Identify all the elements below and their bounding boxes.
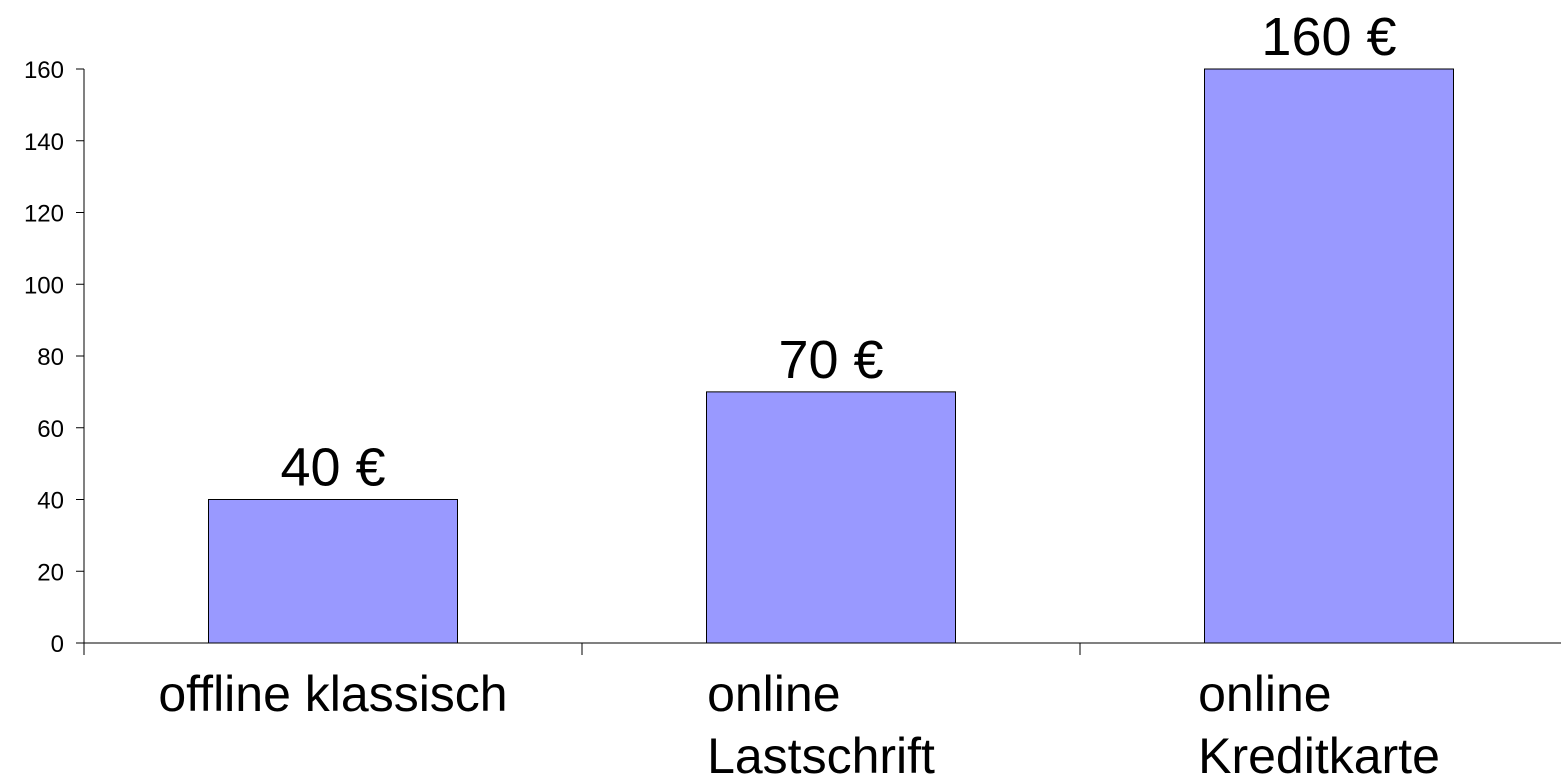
x-tick-label: offline klassisch: [158, 666, 507, 722]
value-label: 70 €: [778, 330, 883, 390]
y-tick-label: 140: [24, 129, 64, 156]
y-tick-label: 120: [24, 201, 64, 228]
x-tick-label: online Lastschrift: [707, 666, 935, 778]
y-tick-label: 40: [37, 488, 64, 515]
y-tick-label: 80: [37, 344, 64, 371]
y-tick-label: 60: [37, 416, 64, 443]
y-tick-label: 100: [24, 272, 64, 299]
bar: [706, 391, 956, 644]
y-tick-label: 0: [51, 631, 64, 658]
bar: [1204, 68, 1454, 644]
y-tick-label: 20: [37, 559, 64, 586]
y-tick-label: 160: [24, 57, 64, 84]
value-label: 40 €: [280, 438, 385, 498]
bar: [208, 499, 458, 644]
x-tick-label: online Kreditkarte: [1198, 666, 1440, 778]
value-label: 160 €: [1261, 7, 1396, 67]
